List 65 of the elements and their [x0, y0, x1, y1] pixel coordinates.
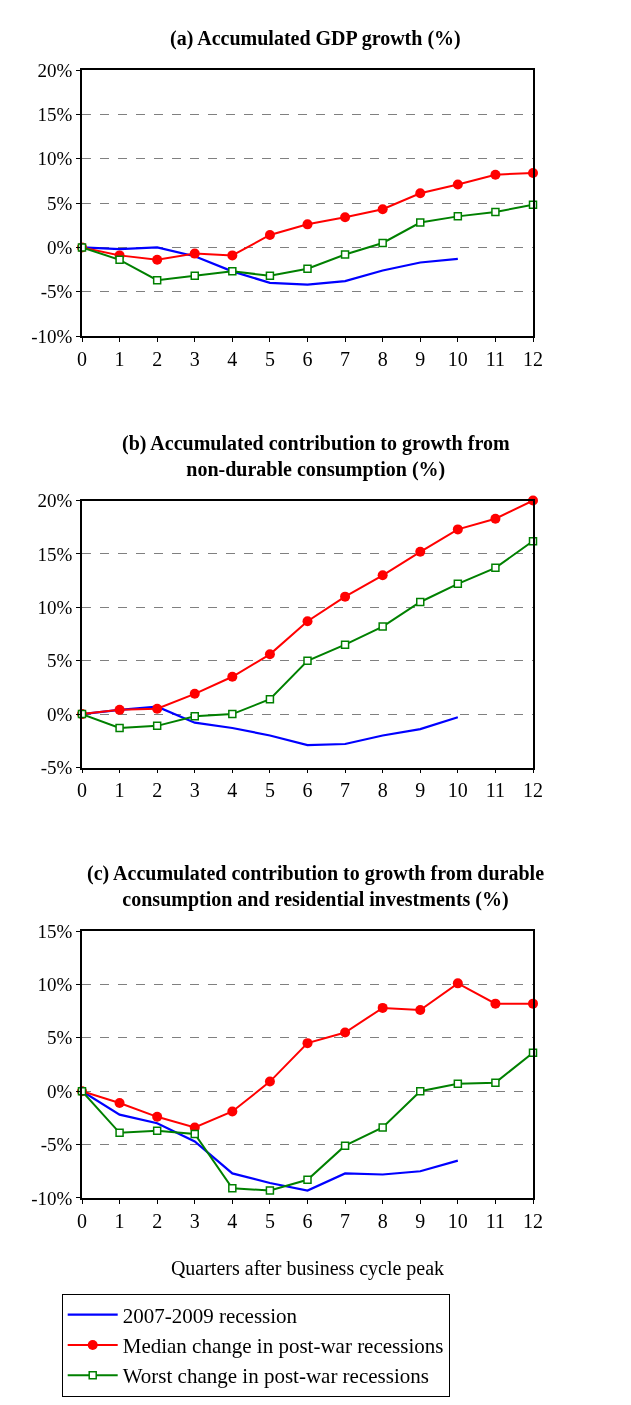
x-tick-label: 1: [114, 1209, 125, 1232]
x-tick-label: 0: [77, 347, 87, 370]
x-tick-label: 1: [114, 347, 125, 370]
chart-title: (c) Accumulated contribution to growth from durable consumption and residential investments (%): [87, 862, 545, 911]
x-tick-label: 9: [415, 1209, 426, 1232]
x-tick-label: 7: [340, 347, 351, 370]
y-tick-label: 5%: [47, 1027, 73, 1049]
x-tick-label: 2: [152, 347, 163, 370]
y-tick-label: 5%: [47, 650, 73, 672]
x-tick-label: 4: [227, 1209, 238, 1232]
x-tick-label: 6: [302, 347, 313, 370]
x-tick-label: 8: [377, 779, 388, 802]
x-tick-label: 0: [77, 1209, 87, 1232]
x-tick-label: 9: [415, 347, 426, 370]
x-tick-label: 10: [447, 1209, 468, 1232]
x-tick-label: 12: [523, 779, 543, 802]
y-tick-label: -5%: [40, 1134, 73, 1156]
x-tick-label: 6: [302, 779, 313, 802]
legend-label: Worst change in post-war recessions: [122, 1364, 429, 1389]
y-tick-label: 0%: [47, 1080, 73, 1102]
x-tick-label: 4: [227, 347, 238, 370]
x-tick-label: 9: [415, 779, 426, 802]
y-tick-label: 10%: [37, 148, 73, 170]
x-tick-label: 5: [264, 779, 275, 802]
x-tick-label: 10: [447, 779, 468, 802]
y-tick-label: 20%: [37, 59, 73, 81]
x-tick-label: 3: [189, 779, 200, 802]
x-tick-label: 11: [485, 347, 506, 370]
y-tick-label: 15%: [37, 920, 73, 942]
x-tick-label: 8: [377, 347, 388, 370]
y-tick-label: 15%: [37, 104, 73, 126]
x-tick-label: 8: [377, 1209, 388, 1232]
legend-label: Median change in post-war recessions: [122, 1334, 444, 1359]
x-axis-title: Quarters after business cycle peak: [170, 1256, 445, 1280]
y-tick-label: 5%: [47, 192, 73, 214]
y-tick-label: 0%: [47, 703, 73, 725]
chart-title: (b) Accumulated contribution to growth from non-durable consumption (%): [122, 432, 510, 481]
y-tick-label: 10%: [37, 974, 73, 996]
x-tick-label: 2: [152, 779, 163, 802]
x-tick-label: 12: [523, 347, 543, 370]
y-tick-label: -10%: [31, 1187, 73, 1209]
x-tick-label: 11: [485, 1209, 506, 1232]
y-tick-label: -5%: [40, 281, 73, 303]
x-tick-label: 7: [340, 779, 351, 802]
y-tick-label: -5%: [40, 757, 73, 779]
x-tick-label: 4: [227, 779, 238, 802]
chart-title: (a) Accumulated GDP growth (%): [170, 27, 461, 50]
y-tick-label: 10%: [37, 596, 73, 618]
legend-label: 2007-2009 recession: [122, 1303, 298, 1328]
x-tick-label: 11: [485, 779, 506, 802]
y-tick-label: 20%: [37, 490, 73, 512]
x-tick-label: 10: [447, 347, 468, 370]
x-tick-label: 0: [77, 779, 87, 802]
x-tick-label: 5: [264, 347, 275, 370]
x-tick-label: 6: [302, 1209, 313, 1232]
x-tick-label: 1: [114, 779, 125, 802]
x-tick-label: 12: [523, 1209, 543, 1232]
x-tick-label: 5: [264, 1209, 275, 1232]
y-tick-label: 15%: [37, 543, 73, 565]
x-tick-label: 2: [152, 1209, 163, 1232]
x-tick-label: 3: [189, 347, 200, 370]
x-tick-label: 3: [189, 1209, 200, 1232]
y-tick-label: -10%: [31, 325, 73, 347]
x-tick-label: 7: [340, 1209, 351, 1232]
y-tick-label: 0%: [47, 237, 73, 259]
